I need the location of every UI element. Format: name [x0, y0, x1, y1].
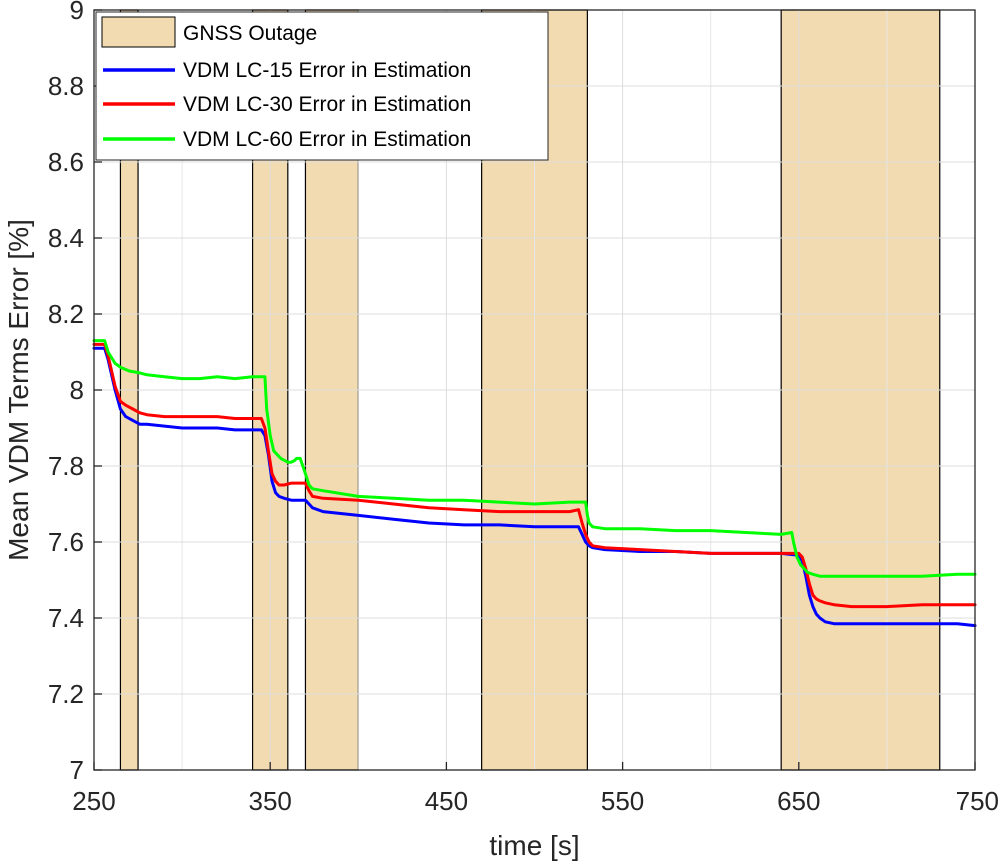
x-tick-label: 250	[72, 786, 115, 816]
legend-label-lc30: VDM LC-30 Error in Estimation	[183, 93, 471, 116]
x-tick-label: 550	[601, 786, 644, 816]
y-tick-label: 8.4	[48, 223, 84, 253]
legend-label-lc60: VDM LC-60 Error in Estimation	[183, 128, 471, 151]
y-tick-label: 8.2	[48, 299, 84, 329]
legend-outage-swatch	[101, 16, 176, 48]
legend: GNSS Outage VDM LC-15 Error in Estimatio…	[95, 11, 549, 161]
y-tick-label: 8	[70, 375, 84, 405]
y-tick-label: 7.6	[48, 527, 84, 557]
y-tick-label: 8.8	[48, 71, 84, 101]
x-axis-title: time [s]	[489, 830, 579, 861]
legend-label-outage: GNSS Outage	[183, 22, 317, 45]
x-tick-label: 750	[956, 786, 999, 816]
y-axis-title: Mean VDM Terms Error [%]	[3, 219, 34, 561]
series-line-lc15	[92, 346, 977, 628]
y-tick-label: 7.4	[48, 603, 84, 633]
x-tick-label: 450	[425, 786, 468, 816]
legend-label-lc15: VDM LC-15 Error in Estimation	[183, 59, 471, 82]
y-tick-label: 7.2	[48, 679, 84, 709]
x-tick-label: 650	[777, 786, 820, 816]
y-tick-label: 9	[70, 0, 84, 25]
y-tick-label: 7.8	[48, 451, 84, 481]
y-tick-label: 8.6	[48, 147, 84, 177]
series-line-lc30	[92, 342, 977, 609]
x-tick-label: 350	[249, 786, 292, 816]
y-tick-label: 7	[70, 755, 84, 785]
series-line-lc60	[92, 339, 977, 578]
